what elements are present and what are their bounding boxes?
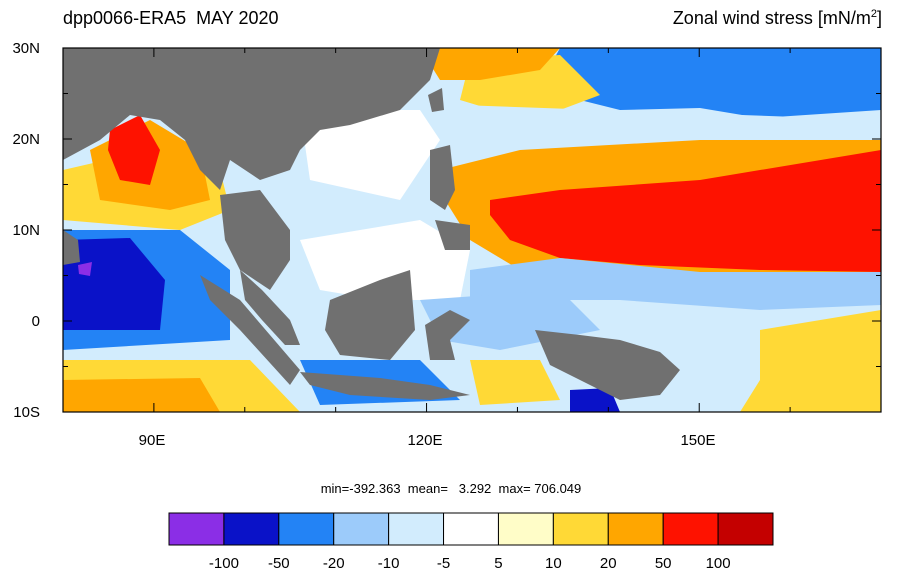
plot-title-right: Zonal wind stress [mN/m2]: [673, 8, 882, 29]
colorbar-swatch: [717, 512, 774, 546]
field-darkblue-arafura: [570, 388, 620, 412]
colorbar-tick-label: -100: [208, 555, 239, 572]
colorbar-tick-label: 50: [654, 555, 672, 572]
colorbar-swatch: [223, 512, 280, 546]
land-indochina: [220, 190, 290, 290]
land-sulawesi: [425, 310, 470, 360]
field-yellow-banda-sea: [470, 360, 560, 405]
field-orange-china-coast: [420, 48, 560, 80]
units-superscript: 2: [870, 8, 877, 20]
land-asia-mainland: [63, 48, 440, 190]
land-taiwan: [428, 88, 444, 112]
colorbar-tick-label: -50: [267, 555, 290, 572]
land-malay-peninsula: [240, 270, 300, 345]
land-java: [300, 372, 470, 400]
colorbar-tick-label: -10: [377, 555, 400, 572]
field-yellow-southeast: [740, 310, 881, 412]
colorbar-swatch: [168, 512, 225, 546]
colorbar-swatch: [552, 512, 609, 546]
map-ticks: [62, 47, 882, 413]
units-label: Zonal wind stress [mN/m: [672, 8, 871, 28]
lon-label-90e: 90E: [138, 432, 166, 449]
colorbar-tick-label: -5: [436, 555, 451, 572]
colorbar-swatch: [388, 512, 445, 546]
colorbar-swatch: [333, 512, 390, 546]
colorbar-swatch: [278, 512, 335, 546]
colorbar: [168, 512, 774, 546]
land-sumatra: [200, 275, 300, 385]
field-darkblue-indian-ocean: [63, 238, 165, 330]
land-luzon: [430, 145, 455, 210]
colorbar-swatch: [443, 512, 499, 546]
field-red-bay-bengal: [108, 115, 160, 185]
colorbar-tick-label: 20: [599, 555, 617, 572]
colorbar-tick-label: 5: [494, 555, 503, 572]
field-orange-south-indian: [63, 378, 220, 412]
lon-label-120e: 120E: [407, 432, 443, 449]
colorbar-swatch: [497, 512, 554, 546]
field-purple-spot: [78, 262, 92, 276]
field-blue-north-pacific: [540, 48, 881, 118]
field-white-south-china-sea: [300, 110, 440, 200]
lat-label-20n: 20N: [12, 131, 40, 148]
colorbar-swatch: [607, 512, 664, 546]
colorbar-tick-label: -20: [322, 555, 345, 572]
lat-label-10s: 10S: [13, 404, 40, 421]
units-bracket: ]: [876, 8, 882, 28]
field-lightblue-equatorial: [470, 258, 881, 310]
lat-label-0: 0: [31, 313, 40, 330]
lon-label-150e: 150E: [680, 432, 716, 449]
colorbar-tick-label: 10: [545, 555, 562, 572]
land-new-guinea: [535, 330, 680, 400]
statistics-line: min=-392.363 mean= 3.292 max= 706.049: [320, 481, 582, 496]
lat-label-10n: 10N: [12, 222, 40, 239]
land-masses: [63, 48, 680, 400]
lat-label-30n: 30N: [12, 40, 40, 57]
field-red-trade-band: [490, 150, 881, 272]
land-mindanao: [435, 220, 470, 250]
field-lightblue-band: [460, 105, 881, 150]
field-white-indonesia: [300, 220, 470, 300]
land-borneo: [325, 270, 415, 360]
colorbar-tick-label: 100: [705, 555, 731, 572]
land-sri-lanka: [63, 230, 80, 265]
colorbar-swatch: [662, 512, 719, 546]
map-field: [63, 48, 881, 412]
plot-title-left: dpp0066-ERA5 MAY 2020: [63, 8, 279, 28]
